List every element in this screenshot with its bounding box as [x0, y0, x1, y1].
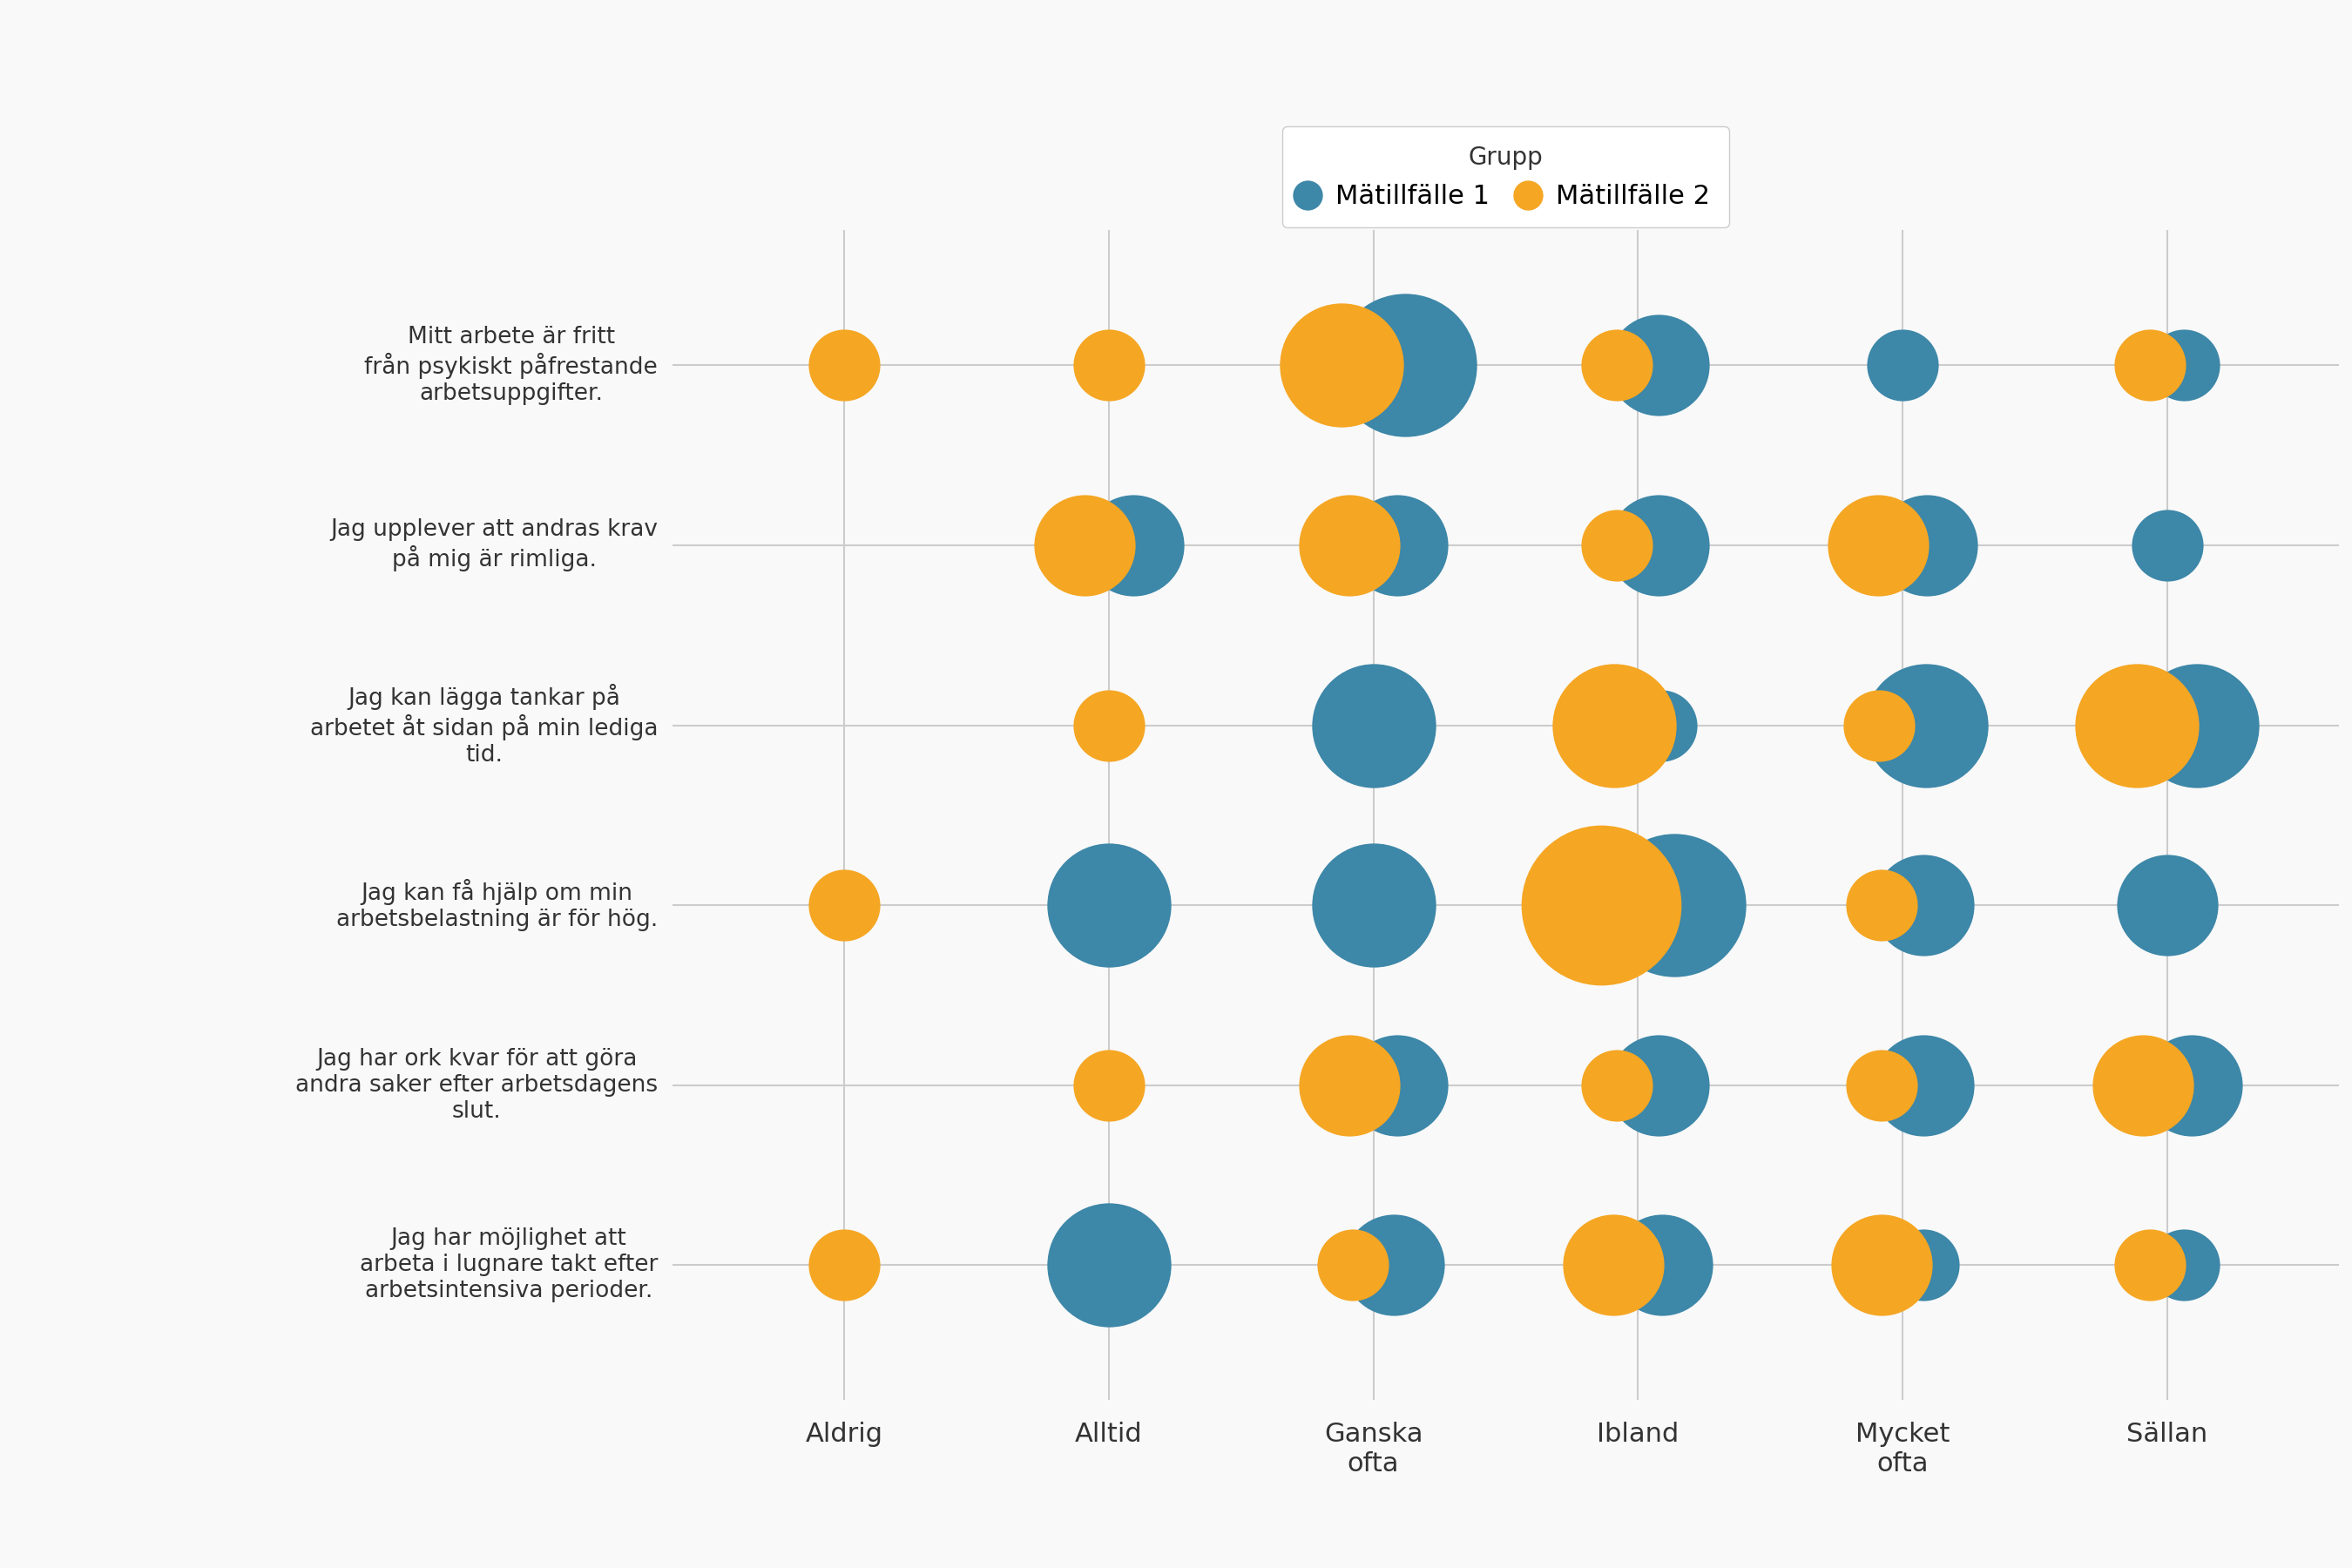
Point: [2147, 892, 2185, 917]
Point: [1639, 353, 1677, 378]
Point: [2166, 353, 2204, 378]
Point: [2178, 713, 2216, 739]
Point: [1378, 1073, 1416, 1098]
Point: [1860, 533, 1898, 558]
Point: [1599, 353, 1637, 378]
Point: [1089, 892, 1127, 917]
Point: [2166, 1253, 2204, 1278]
Legend: Mätillfälle 1, Mätillfälle 2: Mätillfälle 1, Mätillfälle 2: [1282, 127, 1729, 227]
Point: [1065, 533, 1103, 558]
Point: [1115, 533, 1152, 558]
Point: [826, 1253, 863, 1278]
Point: [2131, 1253, 2169, 1278]
Point: [1905, 892, 1943, 917]
Point: [1860, 713, 1898, 739]
Point: [1089, 1073, 1127, 1098]
Point: [1355, 713, 1392, 739]
Point: [1378, 533, 1416, 558]
Point: [826, 353, 863, 378]
Point: [1863, 892, 1900, 917]
Point: [1599, 533, 1637, 558]
Point: [2124, 1073, 2161, 1098]
Point: [1089, 713, 1127, 739]
Point: [1583, 892, 1621, 917]
Point: [1639, 1073, 1677, 1098]
Point: [1595, 713, 1632, 739]
Point: [1656, 892, 1693, 917]
Point: [2173, 1073, 2211, 1098]
Point: [1331, 533, 1369, 558]
Point: [1907, 533, 1945, 558]
Point: [1089, 1253, 1127, 1278]
Point: [1905, 1073, 1943, 1098]
Point: [1642, 713, 1679, 739]
Point: [2119, 713, 2157, 739]
Point: [1388, 353, 1425, 378]
Point: [2147, 533, 2185, 558]
Point: [1863, 1253, 1900, 1278]
Point: [1639, 533, 1677, 558]
Point: [1595, 1253, 1632, 1278]
Point: [1599, 1073, 1637, 1098]
Point: [1376, 1253, 1414, 1278]
Point: [1884, 353, 1922, 378]
Point: [1907, 713, 1945, 739]
Point: [1355, 892, 1392, 917]
Point: [1644, 1253, 1682, 1278]
Point: [1322, 353, 1359, 378]
Point: [1334, 1253, 1371, 1278]
Point: [1331, 1073, 1369, 1098]
Point: [1089, 353, 1127, 378]
Point: [1863, 1073, 1900, 1098]
Point: [2131, 353, 2169, 378]
Point: [1905, 1253, 1943, 1278]
Point: [826, 892, 863, 917]
